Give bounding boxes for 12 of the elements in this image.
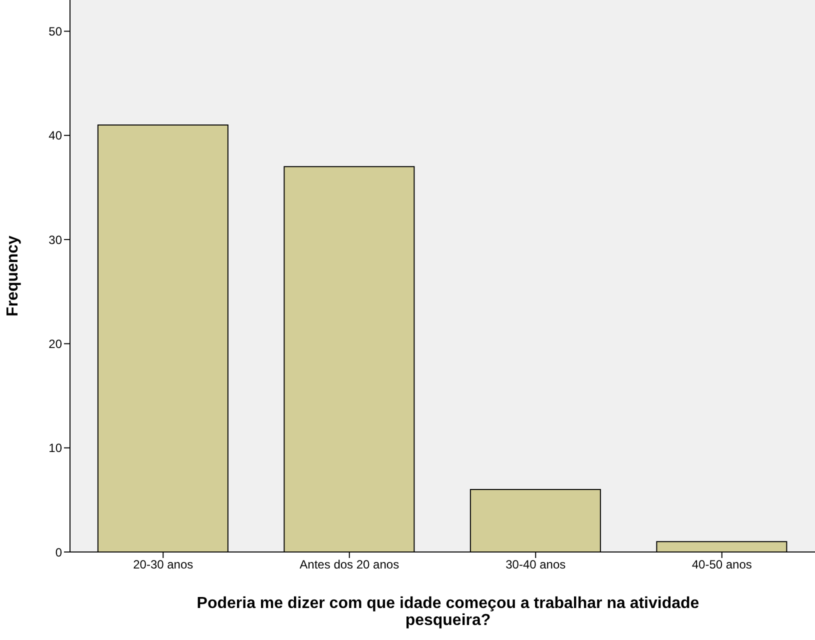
y-tick-label: 20: [48, 336, 62, 351]
x-tick-label: 20-30 anos: [133, 558, 194, 572]
x-axis-title: Poderia me dizer com que idade começou a trabalhar na atividade pesqueira?: [196, 595, 700, 629]
y-tick-label: 0: [55, 545, 62, 560]
y-tick-label: 30: [48, 232, 62, 247]
y-axis-title: Frequency: [4, 235, 22, 316]
x-tick-label: 40-50 anos: [692, 558, 752, 572]
y-tick-label: 10: [48, 441, 62, 456]
x-tick-label: 30-40 anos: [506, 558, 566, 572]
y-tick-label: 50: [48, 24, 62, 39]
x-tick-label: Antes dos 20 anos: [300, 558, 400, 572]
y-tick-label: 40: [48, 128, 62, 143]
